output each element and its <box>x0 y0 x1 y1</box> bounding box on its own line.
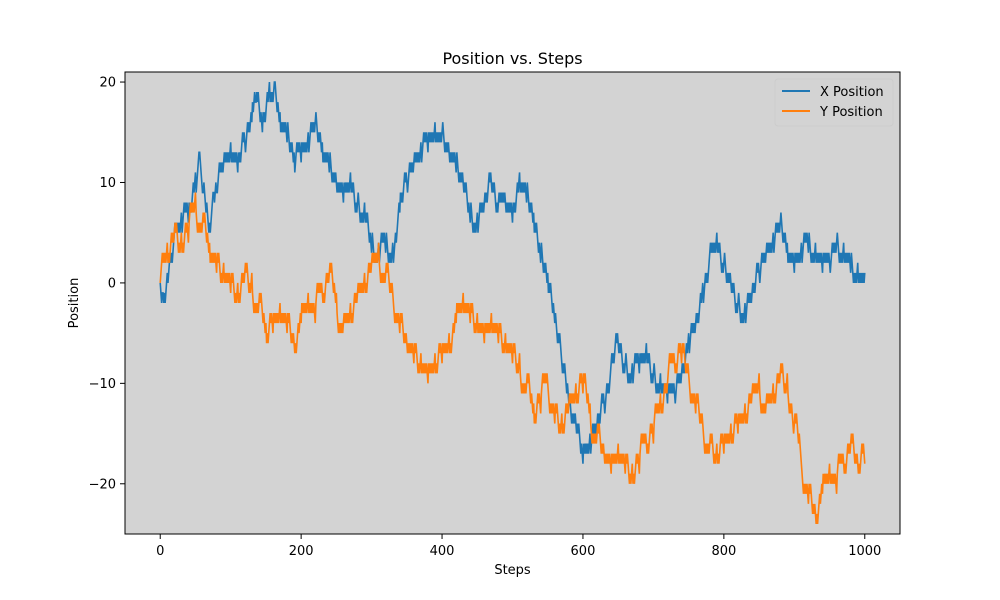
y-tick-label: 10 <box>99 176 116 191</box>
axis-layer: 0 200 400 600 800 1000 −20 −10 0 10 20 <box>89 76 882 559</box>
y-axis-label: Position <box>67 278 82 329</box>
y-tick-label: −20 <box>89 477 116 492</box>
x-tick-label: 600 <box>571 544 596 559</box>
y-tick-label: 20 <box>99 76 116 91</box>
x-tick-label: 800 <box>711 544 736 559</box>
series-layer <box>159 81 866 525</box>
x-axis-label: Steps <box>494 563 531 578</box>
series-line-y-position <box>159 192 866 525</box>
y-tick-label: −10 <box>89 377 116 392</box>
chart-title: Position vs. Steps <box>442 49 582 68</box>
legend: X Position Y Position <box>774 78 894 127</box>
legend-label-x-position: X Position <box>820 85 884 100</box>
series-line-x-position <box>159 81 866 464</box>
x-tick-label: 0 <box>156 544 164 559</box>
legend-label-y-position: Y Position <box>819 105 883 120</box>
x-tick-label: 200 <box>289 544 314 559</box>
x-tick-label: 1000 <box>848 544 881 559</box>
x-tick-label: 400 <box>430 544 455 559</box>
y-tick-label: 0 <box>108 276 116 291</box>
